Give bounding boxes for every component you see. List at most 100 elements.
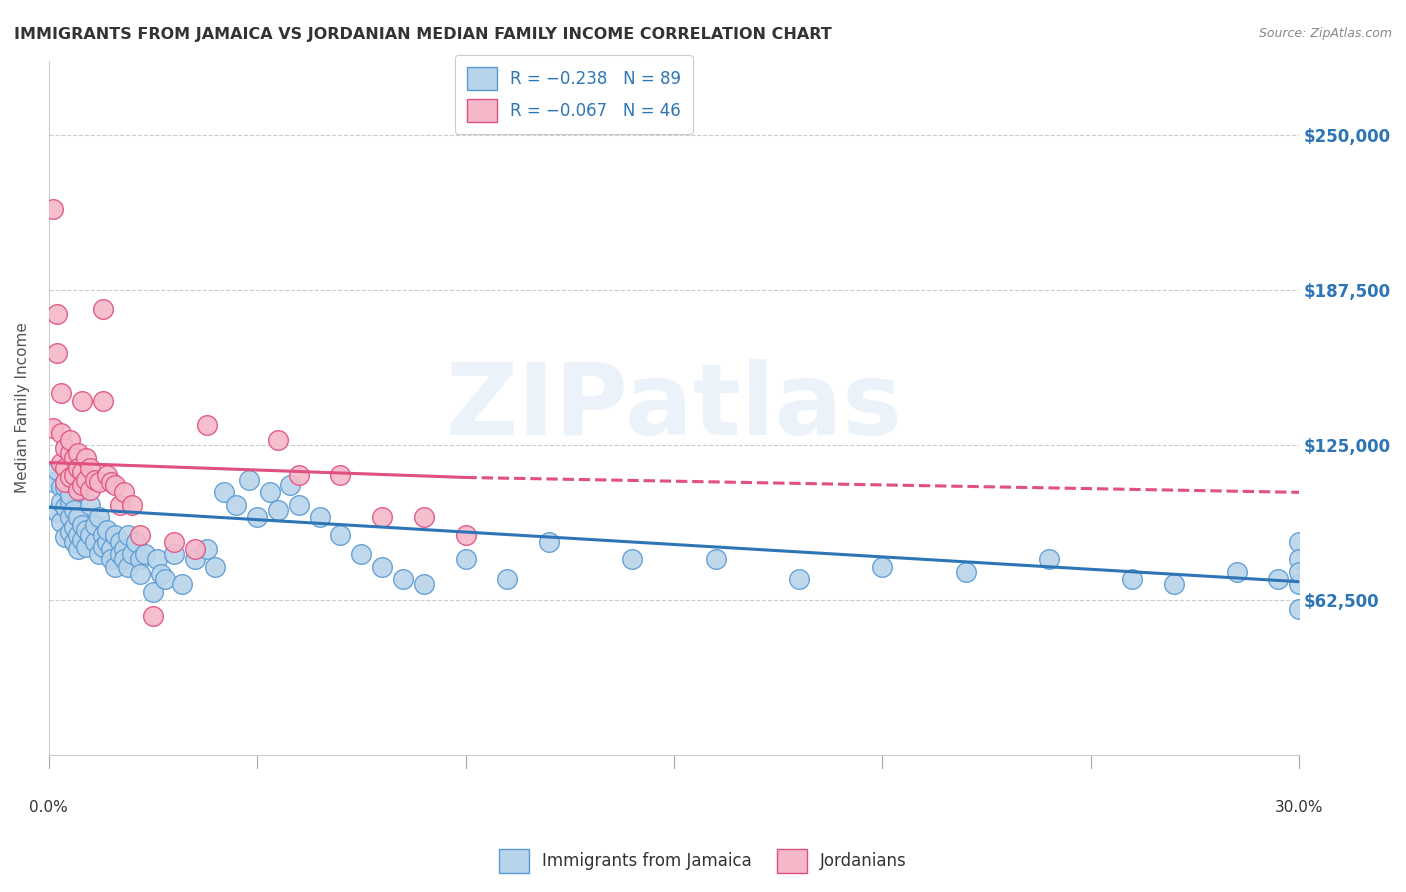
Point bbox=[42, 202, 65, 217]
Point bbox=[62, 502, 84, 516]
Point bbox=[58, 495, 80, 509]
Point bbox=[58, 510, 80, 524]
Point bbox=[163, 548, 186, 562]
Point bbox=[62, 450, 84, 465]
Point bbox=[195, 418, 218, 433]
Point bbox=[117, 527, 139, 541]
Point bbox=[1288, 552, 1310, 566]
Text: 0.0%: 0.0% bbox=[30, 800, 67, 815]
Point bbox=[51, 515, 73, 529]
Point bbox=[1038, 552, 1060, 566]
Point bbox=[142, 584, 165, 599]
Point bbox=[75, 540, 97, 554]
Point bbox=[454, 527, 477, 541]
Point bbox=[288, 498, 311, 512]
Point bbox=[412, 577, 434, 591]
Text: 30.0%: 30.0% bbox=[1275, 800, 1323, 815]
Point bbox=[288, 467, 311, 482]
Point bbox=[58, 488, 80, 502]
Point bbox=[46, 346, 69, 360]
Point bbox=[58, 524, 80, 539]
Point bbox=[51, 386, 73, 401]
Point bbox=[1288, 565, 1310, 579]
Point bbox=[46, 505, 69, 519]
Point bbox=[91, 540, 114, 554]
Point bbox=[55, 530, 77, 544]
Point bbox=[70, 517, 93, 532]
Point bbox=[75, 473, 97, 487]
Point bbox=[70, 533, 93, 547]
Point bbox=[787, 572, 810, 586]
Point bbox=[225, 498, 247, 512]
Point bbox=[104, 478, 127, 492]
Point bbox=[195, 542, 218, 557]
Point bbox=[87, 510, 110, 524]
Point bbox=[51, 456, 73, 470]
Point bbox=[129, 567, 152, 582]
Point bbox=[55, 480, 77, 494]
Point bbox=[66, 483, 89, 497]
Point bbox=[108, 498, 131, 512]
Point bbox=[212, 485, 235, 500]
Point bbox=[392, 572, 415, 586]
Point bbox=[496, 572, 519, 586]
Point bbox=[329, 527, 352, 541]
Point bbox=[62, 520, 84, 534]
Point bbox=[267, 434, 290, 448]
Point bbox=[91, 393, 114, 408]
Point bbox=[1121, 572, 1143, 586]
Point bbox=[267, 502, 290, 516]
Point bbox=[75, 450, 97, 465]
Point bbox=[87, 548, 110, 562]
Point bbox=[66, 510, 89, 524]
Point bbox=[55, 441, 77, 455]
Point bbox=[117, 559, 139, 574]
Point bbox=[96, 535, 118, 549]
Point bbox=[112, 485, 135, 500]
Point bbox=[91, 527, 114, 541]
Point bbox=[100, 542, 122, 557]
Point bbox=[108, 548, 131, 562]
Point bbox=[134, 548, 156, 562]
Point bbox=[55, 475, 77, 490]
Point bbox=[51, 495, 73, 509]
Point bbox=[79, 460, 101, 475]
Point bbox=[129, 527, 152, 541]
Point bbox=[259, 485, 281, 500]
Point bbox=[83, 473, 105, 487]
Point bbox=[329, 467, 352, 482]
Point bbox=[238, 473, 260, 487]
Point bbox=[125, 535, 148, 549]
Point bbox=[96, 467, 118, 482]
Point bbox=[870, 559, 893, 574]
Point bbox=[75, 523, 97, 537]
Point bbox=[1163, 577, 1185, 591]
Point bbox=[46, 307, 69, 321]
Point bbox=[350, 548, 373, 562]
Point bbox=[121, 498, 143, 512]
Point bbox=[280, 478, 302, 492]
Point bbox=[100, 552, 122, 566]
Point bbox=[42, 475, 65, 490]
Point bbox=[58, 470, 80, 484]
Point bbox=[66, 542, 89, 557]
Point bbox=[83, 535, 105, 549]
Point bbox=[146, 552, 169, 566]
Point bbox=[104, 559, 127, 574]
Point bbox=[129, 552, 152, 566]
Point bbox=[246, 510, 269, 524]
Legend: R = −0.238   N = 89, R = −0.067   N = 46: R = −0.238 N = 89, R = −0.067 N = 46 bbox=[456, 55, 693, 134]
Point bbox=[142, 609, 165, 624]
Point bbox=[183, 542, 205, 557]
Point bbox=[1288, 577, 1310, 591]
Point bbox=[66, 527, 89, 541]
Point bbox=[371, 510, 394, 524]
Point bbox=[42, 421, 65, 435]
Text: Source: ZipAtlas.com: Source: ZipAtlas.com bbox=[1258, 27, 1392, 40]
Point bbox=[83, 517, 105, 532]
Point bbox=[121, 548, 143, 562]
Point bbox=[537, 535, 560, 549]
Point bbox=[70, 393, 93, 408]
Point bbox=[371, 559, 394, 574]
Point bbox=[108, 535, 131, 549]
